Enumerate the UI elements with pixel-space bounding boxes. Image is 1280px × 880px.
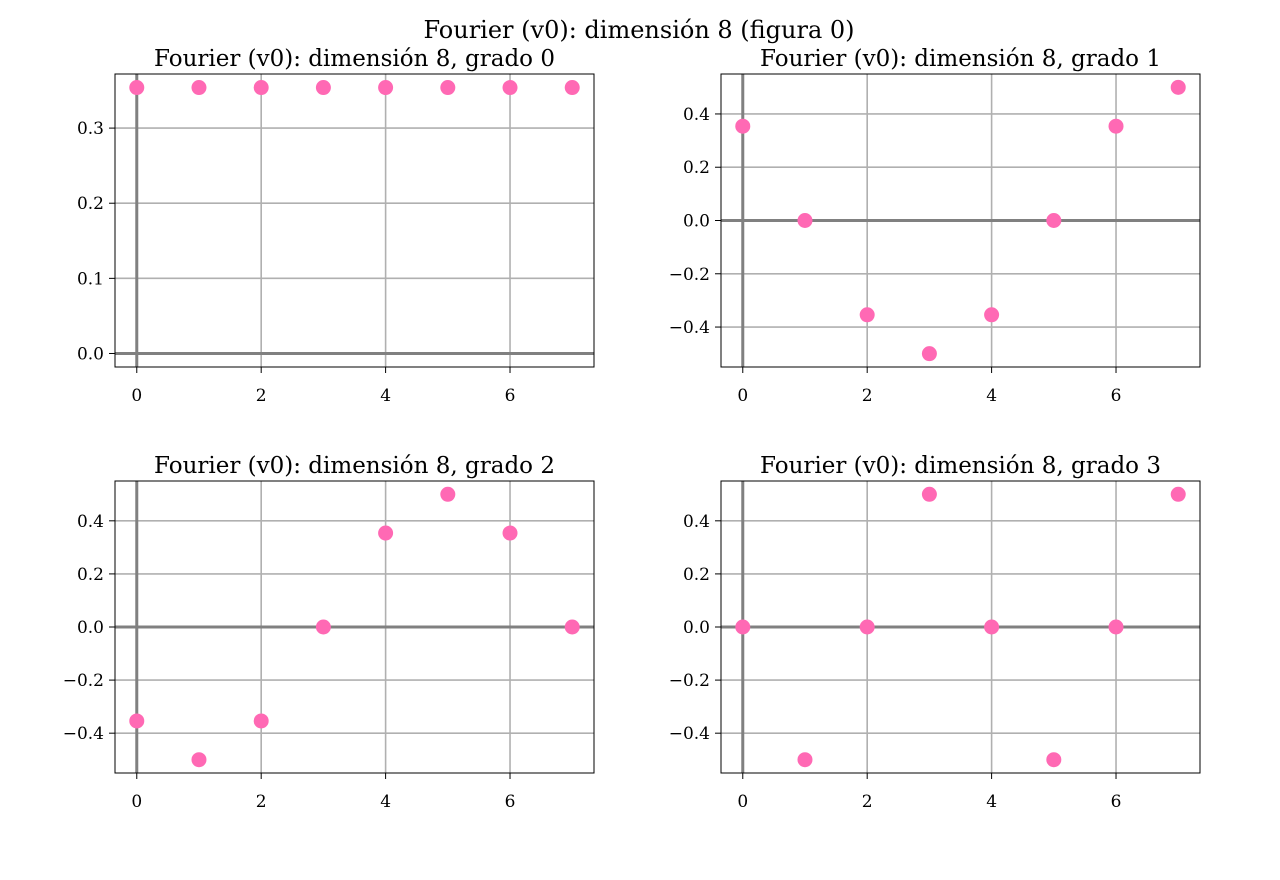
x-tick-label: 2 bbox=[862, 792, 873, 812]
y-tick-label: 0.0 bbox=[683, 618, 710, 638]
y-tick-label: −0.4 bbox=[63, 724, 104, 744]
data-point bbox=[859, 307, 875, 323]
y-tick-label: −0.4 bbox=[669, 724, 710, 744]
y-tick-label: −0.2 bbox=[669, 671, 710, 691]
data-point bbox=[378, 525, 394, 541]
x-tick-label: 6 bbox=[505, 792, 516, 812]
y-tick-label: 0.3 bbox=[77, 119, 104, 139]
data-point bbox=[440, 80, 456, 96]
data-point bbox=[1170, 79, 1186, 95]
x-tick-label: 0 bbox=[737, 792, 748, 812]
data-point bbox=[191, 752, 207, 768]
data-point bbox=[253, 80, 269, 96]
data-point bbox=[921, 486, 937, 502]
subplot-title: Fourier (v0): dimensión 8, grado 1 bbox=[760, 46, 1161, 72]
y-tick-label: 0.4 bbox=[77, 512, 104, 532]
y-tick-label: 0.4 bbox=[683, 105, 710, 125]
data-point bbox=[797, 213, 813, 228]
data-point bbox=[797, 752, 813, 768]
x-tick-label: 0 bbox=[737, 386, 748, 406]
y-tick-label: 0.0 bbox=[683, 212, 710, 232]
data-point bbox=[378, 80, 394, 96]
subplot-3: 0 2 4 6 −0.4 −0.2 0.0 0.2 0.4 Fourier (v0): dimen… bbox=[669, 453, 1201, 812]
y-tick-label: 0.1 bbox=[77, 269, 104, 289]
subplot-title: Fourier (v0): dimensión 8, grado 0 bbox=[154, 46, 555, 72]
y-tick-label: 0.2 bbox=[683, 565, 710, 585]
y-tick-label: 0.2 bbox=[683, 158, 710, 178]
data-point bbox=[502, 80, 518, 96]
y-tick-label: 0.0 bbox=[77, 618, 104, 638]
data-point bbox=[564, 619, 580, 635]
data-point bbox=[1108, 118, 1124, 134]
y-tick-label: 0.0 bbox=[77, 344, 104, 364]
data-point bbox=[440, 486, 456, 502]
data-point bbox=[1108, 619, 1124, 635]
y-tick-label: −0.2 bbox=[669, 265, 710, 285]
plot-frame bbox=[114, 73, 595, 368]
data-point bbox=[129, 80, 145, 96]
x-tick-label: 4 bbox=[986, 792, 997, 812]
y-tick-label: 0.2 bbox=[77, 565, 104, 585]
data-point bbox=[984, 307, 1000, 323]
x-tick-label: 2 bbox=[256, 386, 267, 406]
data-point bbox=[315, 619, 331, 635]
data-point bbox=[1046, 213, 1062, 228]
data-point bbox=[253, 713, 269, 729]
x-tick-label: 2 bbox=[862, 386, 873, 406]
x-tick-label: 4 bbox=[986, 386, 997, 406]
x-tick-label: 0 bbox=[131, 792, 142, 812]
data-point bbox=[859, 619, 875, 635]
data-point bbox=[735, 619, 751, 635]
x-tick-label: 4 bbox=[380, 792, 391, 812]
subplot-0: 0 2 4 6 0.0 0.1 0.2 0.3 Fourier (v0): dimensión … bbox=[77, 46, 595, 406]
y-tick-label: −0.2 bbox=[63, 671, 104, 691]
x-tick-label: 6 bbox=[1111, 386, 1122, 406]
data-point bbox=[735, 118, 751, 134]
y-tick-label: −0.4 bbox=[669, 318, 710, 338]
x-tick-label: 6 bbox=[505, 386, 516, 406]
data-point bbox=[129, 713, 145, 729]
x-tick-label: 0 bbox=[131, 386, 142, 406]
data-point bbox=[191, 80, 207, 96]
data-point bbox=[984, 619, 1000, 635]
data-point bbox=[1046, 752, 1062, 768]
x-tick-label: 6 bbox=[1111, 792, 1122, 812]
data-point bbox=[315, 80, 331, 96]
x-tick-label: 4 bbox=[380, 386, 391, 406]
x-tick-label: 2 bbox=[256, 792, 267, 812]
figure-title: Fourier (v0): dimensión 8 (figura 0) bbox=[423, 16, 854, 44]
subplot-title: Fourier (v0): dimensión 8, grado 3 bbox=[760, 453, 1161, 479]
subplots: 0 2 4 6 0.0 0.1 0.2 0.3 Fourier (v0): dimensión … bbox=[63, 46, 1201, 812]
data-point bbox=[564, 80, 580, 96]
data-point bbox=[1170, 486, 1186, 502]
y-tick-label: 0.2 bbox=[77, 194, 104, 214]
subplot-title: Fourier (v0): dimensión 8, grado 2 bbox=[154, 453, 555, 479]
subplot-2: 0 2 4 6 −0.4 −0.2 0.0 0.2 0.4 Fourier (v0): dimen… bbox=[63, 453, 595, 812]
data-point bbox=[921, 346, 937, 362]
data-point bbox=[502, 525, 518, 541]
y-tick-label: 0.4 bbox=[683, 512, 710, 532]
subplot-1: 0 2 4 6 −0.4 −0.2 0.0 0.2 0.4 Fourier (v0): dimen… bbox=[669, 46, 1201, 406]
